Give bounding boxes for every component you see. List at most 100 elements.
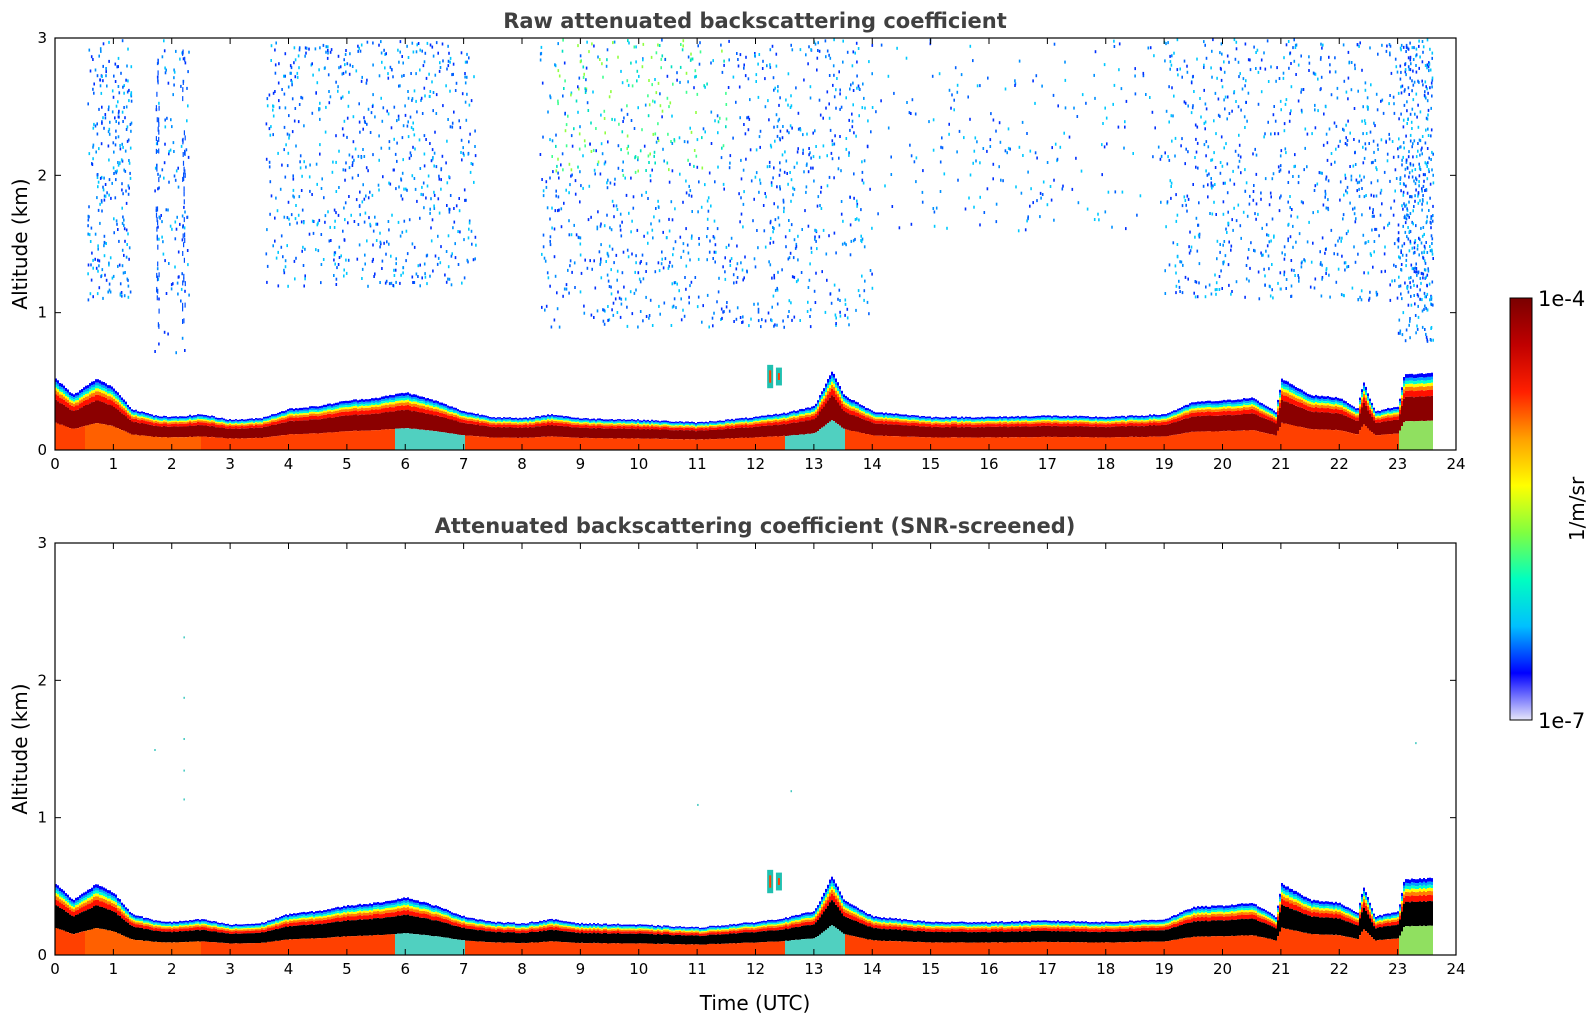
layer-cell: [97, 385, 99, 389]
noise-speckle: [1324, 248, 1327, 251]
noise-speckle: [369, 131, 372, 134]
noise-speckle: [1429, 68, 1432, 72]
layer-cell: [345, 431, 347, 450]
layer-cell: [377, 398, 379, 401]
layer-cell: [331, 432, 333, 450]
noise-speckle: [351, 176, 354, 180]
noise-speckle: [1343, 294, 1345, 298]
noise-speckle: [1415, 270, 1417, 274]
noise-speckle: [1430, 106, 1432, 110]
noise-speckle: [118, 121, 120, 125]
noise-speckle: [422, 193, 424, 197]
layer-cell: [253, 423, 255, 425]
noise-speckle: [1233, 182, 1236, 186]
noise-speckle: [1413, 294, 1415, 297]
layer-cell: [139, 435, 141, 450]
layer-cell: [89, 394, 91, 398]
noise-speckle: [1035, 74, 1038, 78]
noise-speckle: [835, 88, 837, 92]
noise-speckle: [682, 44, 684, 48]
noise-speckle: [668, 264, 670, 268]
layer-cell: [265, 424, 267, 427]
noise-speckle: [1186, 64, 1188, 68]
noise-speckle: [795, 242, 798, 246]
noise-speckle: [99, 47, 102, 51]
noise-speckle: [1101, 173, 1103, 177]
layer-cell: [315, 415, 317, 420]
layer-cell: [217, 423, 219, 425]
noise-speckle: [542, 135, 544, 139]
noise-speckle: [928, 120, 930, 124]
noise-speckle: [1189, 249, 1192, 253]
noise-speckle: [414, 147, 416, 151]
noise-speckle: [804, 209, 806, 213]
noise-speckle: [1343, 193, 1345, 197]
noise-speckle: [367, 169, 369, 173]
noise-speckle: [1030, 187, 1032, 191]
noise-speckle: [941, 136, 943, 140]
noise-speckle: [122, 192, 124, 196]
layer-cell: [71, 400, 73, 403]
noise-speckle: [1407, 290, 1410, 294]
layer-cell: [261, 418, 263, 421]
noise-speckle: [366, 78, 368, 82]
noise-speckle: [1050, 198, 1053, 202]
layer-cell: [141, 419, 143, 423]
noise-speckle: [593, 44, 595, 48]
noise-speckle: [653, 150, 656, 154]
noise-speckle: [795, 245, 798, 249]
noise-speckle: [1255, 217, 1257, 221]
noise-speckle: [587, 218, 590, 222]
noise-speckle: [822, 228, 825, 232]
noise-speckle: [719, 116, 721, 120]
noise-speckle: [173, 150, 175, 153]
layer-cell: [201, 420, 203, 423]
noise-speckle: [1419, 139, 1422, 143]
layer-cell: [111, 425, 113, 450]
noise-speckle: [1266, 244, 1269, 248]
noise-speckle: [853, 131, 855, 135]
noise-speckle: [806, 132, 808, 136]
layer-cell: [251, 425, 253, 428]
layer-cell: [237, 425, 239, 427]
noise-speckle: [1358, 187, 1360, 191]
layer-cell: [175, 417, 177, 420]
noise-speckle: [834, 134, 836, 138]
noise-speckle: [464, 72, 466, 75]
noise-speckle: [1330, 228, 1333, 232]
noise-speckle: [101, 209, 103, 213]
layer-cell: [161, 426, 163, 438]
layer-cell: [359, 414, 361, 431]
noise-speckle: [607, 140, 609, 144]
layer-cell: [147, 417, 149, 420]
layer-cell: [303, 420, 305, 434]
noise-speckle: [374, 272, 376, 276]
layer-cell: [383, 399, 385, 402]
noise-speckle: [825, 55, 827, 59]
noise-speckle: [1426, 99, 1429, 103]
noise-speckle: [1283, 122, 1286, 126]
noise-speckle: [1387, 223, 1389, 227]
noise-speckle: [1271, 177, 1274, 181]
layer-cell: [257, 425, 259, 428]
noise-speckle: [764, 105, 767, 109]
noise-speckle: [1411, 220, 1413, 224]
noise-speckle: [298, 48, 301, 52]
noise-speckle: [1370, 161, 1373, 165]
layer-cell: [317, 414, 319, 417]
layer-cell: [247, 424, 249, 426]
noise-speckle: [979, 195, 981, 199]
noise-speckle: [992, 162, 995, 166]
noise-speckle: [693, 164, 695, 168]
layer-cell: [375, 402, 377, 405]
noise-speckle: [1177, 73, 1179, 77]
noise-speckle: [129, 146, 132, 150]
noise-speckle: [359, 213, 361, 217]
noise-speckle: [1041, 84, 1043, 88]
noise-speckle: [1429, 182, 1432, 186]
noise-speckle: [1247, 91, 1250, 95]
noise-speckle: [103, 176, 105, 180]
layer-cell: [213, 426, 215, 438]
noise-speckle: [1380, 99, 1382, 103]
noise-speckle: [1409, 281, 1411, 285]
